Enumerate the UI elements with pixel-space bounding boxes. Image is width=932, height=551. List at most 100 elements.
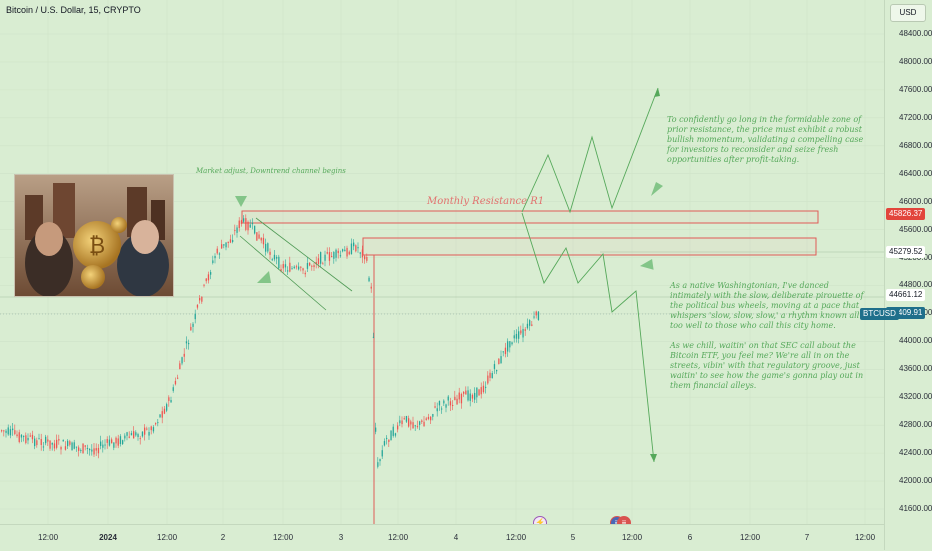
price-chart[interactable] xyxy=(0,0,884,524)
candle-body xyxy=(201,296,203,302)
candle-body xyxy=(73,442,75,449)
projection-down-arrowhead xyxy=(650,454,657,462)
candle-body xyxy=(337,250,339,254)
candle-body xyxy=(324,254,326,261)
candle-body xyxy=(302,268,304,271)
candle-body xyxy=(258,234,260,239)
candle-body xyxy=(262,237,265,245)
time-tick-label: 2 xyxy=(220,533,226,542)
candle-body xyxy=(168,397,170,401)
candle-body xyxy=(471,394,474,399)
candle-body xyxy=(474,392,476,400)
candle-body xyxy=(456,398,458,405)
symbol-title[interactable]: Bitcoin / U.S. Dollar, 15, CRYPTO xyxy=(6,5,141,15)
chart-area[interactable]: Bitcoin / U.S. Dollar, 15, CRYPTO Market… xyxy=(0,0,884,524)
candle-body xyxy=(364,256,366,260)
candle-body xyxy=(452,405,454,407)
candle-body xyxy=(111,439,113,444)
candle-body xyxy=(271,259,273,261)
candle-body xyxy=(45,436,47,444)
candle-body xyxy=(339,255,342,257)
candle-body xyxy=(225,242,227,248)
price-tick-label: 46400.00 xyxy=(899,168,932,178)
candle-body xyxy=(438,401,441,406)
time-tick-label: 12:00 xyxy=(38,533,59,542)
candle-body xyxy=(463,391,465,394)
currency-button[interactable]: USD xyxy=(890,4,926,22)
candle-body xyxy=(436,408,438,412)
time-axis[interactable]: 12:00 2024 12:00 2 12:00 3 12:00 4 12:00 5 12:00 6 1… xyxy=(0,524,884,551)
candle-body xyxy=(328,252,331,261)
candle-body xyxy=(234,230,236,232)
candle-body xyxy=(82,443,84,454)
price-tick-label: 48000.00 xyxy=(899,56,932,66)
candle-body xyxy=(342,249,344,252)
price-axis[interactable]: USD 48400.00 48000.00 47600.00 47200.00 4680… xyxy=(884,0,932,550)
candle-body xyxy=(412,422,414,429)
candle-body xyxy=(480,387,482,395)
time-tick-label: 12:00 xyxy=(273,533,294,542)
price-tick-label: 44000.00 xyxy=(899,336,932,346)
candle-body xyxy=(394,433,397,436)
price-tag: 44661.12 xyxy=(886,289,926,302)
candle-body xyxy=(254,225,256,234)
lightning-icon[interactable]: ⚡ xyxy=(533,516,547,524)
candle-body xyxy=(117,438,119,446)
candle-body xyxy=(388,439,390,442)
candle-body xyxy=(357,247,359,249)
candle-body xyxy=(192,323,194,327)
candle-body xyxy=(67,440,69,447)
candle-body xyxy=(256,232,258,241)
candle-body xyxy=(64,446,67,450)
time-tick-label: 12:00 xyxy=(388,533,409,542)
candle-body xyxy=(53,443,56,449)
candle-body xyxy=(170,400,172,403)
candle-body xyxy=(25,435,27,444)
candle-body xyxy=(408,418,410,427)
candle-body xyxy=(216,248,218,254)
candle-body xyxy=(465,390,467,395)
candle-body xyxy=(249,224,251,228)
resistance-zone-upper xyxy=(241,210,819,224)
price-tick-label: 47200.00 xyxy=(899,112,932,122)
candle-body xyxy=(348,251,350,255)
washington-note-paragraph-2: As we chill, waitin' on that SEC call ab… xyxy=(670,341,864,390)
washington-note: As a native Washingtonian, I've danced i… xyxy=(670,281,870,401)
candle-body xyxy=(469,393,471,401)
candle-body xyxy=(401,420,403,425)
candle-body xyxy=(375,427,377,432)
candle-body xyxy=(51,442,53,445)
candle-body xyxy=(414,425,416,427)
candle-body xyxy=(447,396,449,401)
price-tag: 45279.52 xyxy=(886,245,926,258)
candle-body xyxy=(284,264,287,268)
candle-body xyxy=(386,437,388,439)
candle-body xyxy=(3,430,5,432)
candle-body xyxy=(144,427,146,435)
candle-body xyxy=(177,377,179,379)
candle-body xyxy=(161,411,163,418)
svg-text:₿: ₿ xyxy=(89,234,105,259)
candle-body xyxy=(183,353,185,357)
candle-body xyxy=(260,237,262,241)
candle-body xyxy=(370,286,372,289)
candle-body xyxy=(304,272,306,275)
arrow-channel-bottom xyxy=(257,271,271,283)
candle-body xyxy=(441,408,443,410)
candle-body xyxy=(218,253,221,255)
candle-body xyxy=(203,284,205,286)
us-flag-icon[interactable]: ≡ xyxy=(617,516,631,524)
candle-body xyxy=(331,256,333,258)
time-tick-label: 12:00 xyxy=(622,533,643,542)
candle-body xyxy=(476,387,478,398)
candle-body xyxy=(315,261,317,265)
candle-body xyxy=(513,335,515,339)
candle-body xyxy=(179,363,181,370)
candle-body xyxy=(159,414,161,418)
time-tick-label: 7 xyxy=(804,533,810,542)
candle-body xyxy=(467,390,469,401)
candle-body xyxy=(238,220,240,229)
candle-body xyxy=(518,331,520,339)
channel-line-upper xyxy=(255,217,353,292)
candle-body xyxy=(326,252,328,254)
